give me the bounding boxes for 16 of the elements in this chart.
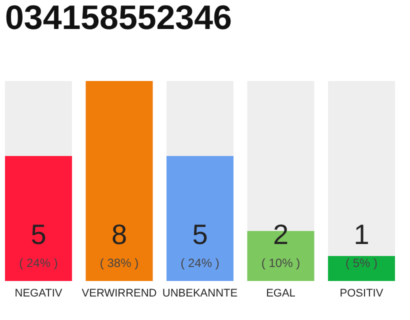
annotation: ( 24% ) xyxy=(180,256,220,270)
x-tick-label: NEGATIV xyxy=(14,288,63,300)
bar xyxy=(328,256,395,281)
x-tick-label: UNBEKANNTE xyxy=(162,288,238,300)
x-tick-label: VERWIRREND xyxy=(82,288,157,300)
annotation: ( 10% ) xyxy=(261,256,300,270)
chart-title: 034158552346 xyxy=(5,0,232,37)
x-tick-label: POSITIV xyxy=(340,288,384,300)
annotation: ( 24% ) xyxy=(19,256,58,270)
data-label: 8 xyxy=(111,219,128,250)
annotation: ( 5% ) xyxy=(345,256,378,270)
data-label: 1 xyxy=(354,219,370,250)
x-tick-label: EGAL xyxy=(266,288,296,300)
data-label: 5 xyxy=(192,219,208,250)
annotation: ( 38% ) xyxy=(100,256,139,270)
data-label: 5 xyxy=(30,219,46,250)
